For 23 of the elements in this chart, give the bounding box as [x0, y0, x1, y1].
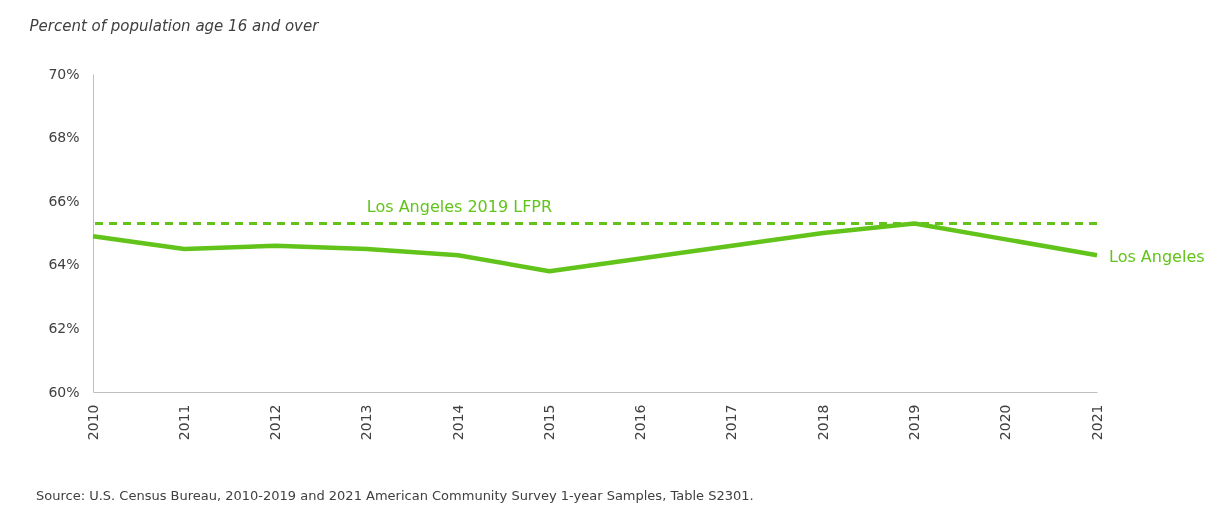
x-tick-label: 2015 — [540, 404, 557, 441]
x-tick-label: 2010 — [84, 404, 101, 441]
y-tick-label: 70% — [48, 65, 80, 82]
x-tick-label: 2021 — [1088, 404, 1105, 441]
line-series — [90, 221, 1100, 274]
x-tick-label: 2020 — [997, 404, 1014, 441]
ref-line-label: Los Angeles 2019 LFPR — [366, 197, 553, 217]
x-tick-label: 2018 — [814, 404, 831, 441]
x-tick-label: 2017 — [723, 404, 740, 441]
y-tick-label: 66% — [48, 192, 80, 209]
source-note: Source: U.S. Census Bureau, 2010-2019 and 2021 American Community Survey 1-year Samples, Table S2301. — [36, 488, 754, 503]
series-label: Los Angeles — [1109, 247, 1205, 267]
y-tick-label: 68% — [48, 129, 80, 146]
y-tick-label: 60% — [48, 383, 80, 400]
x-tick-label: 2013 — [358, 404, 375, 441]
x-tick-label: 2011 — [175, 404, 192, 441]
y-axis-title: Percent of population age 16 and over — [29, 16, 320, 35]
y-tick-label: 64% — [48, 256, 80, 273]
x-tick-label: 2016 — [632, 404, 649, 441]
x-tick-label: 2019 — [905, 404, 922, 441]
y-tick-label: 62% — [48, 319, 80, 336]
x-tick-label: 2012 — [267, 404, 284, 441]
x-tick-label: 2014 — [449, 404, 466, 441]
